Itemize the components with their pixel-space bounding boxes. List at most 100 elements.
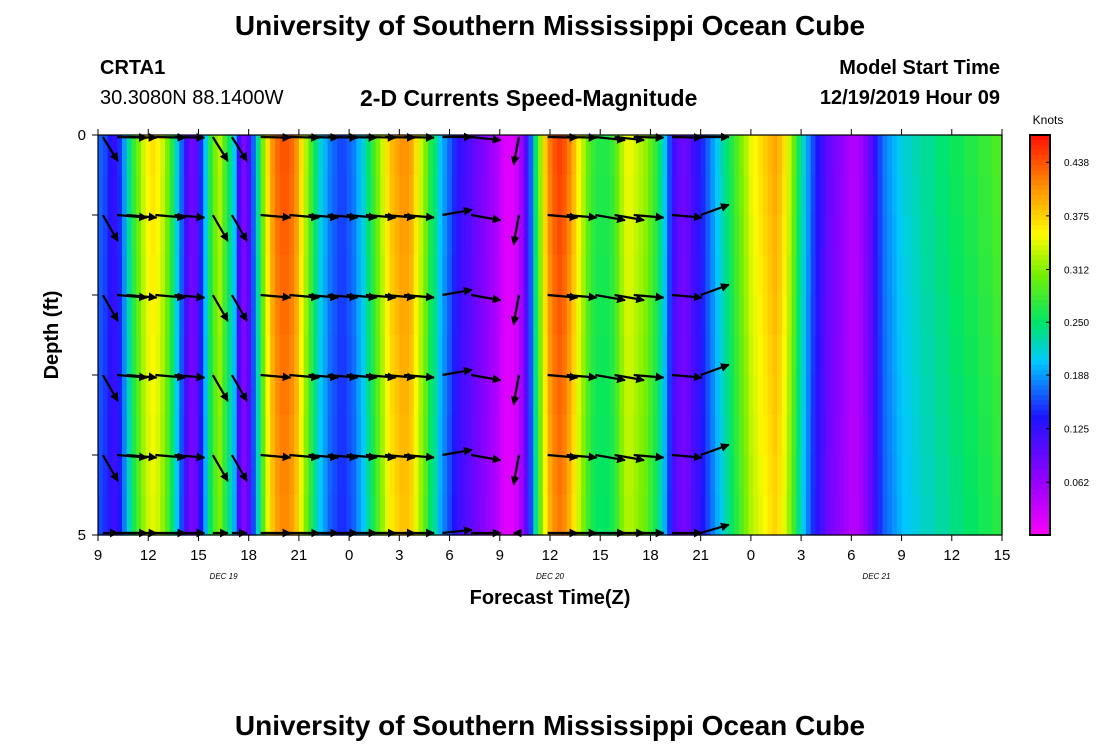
heat-cell [451, 415, 458, 456]
heat-cell [408, 295, 415, 336]
heat-cell [294, 415, 300, 456]
heat-cell [131, 335, 137, 376]
heat-cell [853, 455, 860, 496]
colorbar-swatch [1030, 185, 1050, 191]
heat-cell [404, 455, 410, 496]
heat-cell [825, 415, 831, 456]
heat-cell [681, 215, 687, 256]
heat-cell [748, 135, 754, 176]
heat-cell [992, 375, 998, 416]
heat-cell [992, 215, 998, 256]
colorbar-swatch [1030, 205, 1050, 211]
heat-cell [270, 375, 276, 416]
colorbar-swatch [1030, 250, 1050, 256]
heat-cell [911, 135, 917, 176]
heat-cell [681, 135, 687, 176]
heat-cell [605, 135, 611, 176]
heat-cell [251, 175, 257, 216]
heat-cell [557, 335, 563, 376]
heat-cell [944, 175, 950, 216]
station-id: CRTA1 [100, 57, 166, 79]
heat-cell [638, 295, 644, 336]
heat-cell [810, 295, 817, 336]
heat-cell [915, 135, 922, 176]
heat-cell [561, 135, 568, 176]
heat-cell [466, 215, 472, 256]
heat-cell [538, 495, 544, 536]
heat-cell [748, 495, 754, 536]
heat-cell [188, 415, 195, 456]
current-vector-arrow [442, 526, 473, 536]
heat-cell [279, 295, 286, 336]
heat-cell [174, 455, 180, 496]
current-vector-arrow [700, 363, 730, 377]
current-vector-arrow [101, 374, 119, 402]
heat-cell [241, 335, 247, 376]
heat-cell [174, 215, 180, 256]
heat-cell [356, 135, 362, 176]
heat-cell [700, 335, 707, 376]
heat-cell [863, 295, 869, 336]
colorbar-swatch [1030, 340, 1050, 346]
heat-cell [801, 215, 807, 256]
heat-cell [308, 455, 314, 496]
heat-cell [777, 375, 783, 416]
heat-cell [791, 175, 797, 216]
current-vector-arrow [671, 452, 703, 462]
heat-cell [442, 295, 448, 336]
heat-cell [523, 455, 530, 496]
heat-cell [939, 335, 946, 376]
heat-cell [839, 295, 845, 336]
heat-cell [968, 375, 974, 416]
heat-cell [671, 215, 678, 256]
heat-cell [255, 175, 262, 216]
heat-cell [681, 335, 687, 376]
colorbar-swatch [1030, 310, 1050, 316]
heat-cell [102, 175, 109, 216]
heat-cell [791, 455, 797, 496]
heat-cell [518, 295, 525, 336]
heat-cell [595, 455, 601, 496]
heat-cell [413, 175, 420, 216]
heat-cell [389, 415, 396, 456]
heat-cell [829, 335, 836, 376]
heat-cell [781, 295, 788, 336]
heat-cell [614, 495, 620, 536]
heat-cell [169, 255, 176, 296]
heat-cell [346, 415, 353, 456]
heat-cell [786, 255, 793, 296]
heat-cell [227, 455, 233, 496]
heat-cell [337, 495, 343, 536]
heat-cell [944, 495, 950, 536]
heat-cell [327, 415, 333, 456]
y-axis: 05 [78, 127, 98, 544]
heat-cell [628, 495, 635, 536]
heat-cell [906, 415, 912, 456]
heat-cell [557, 135, 563, 176]
heat-cell [920, 455, 927, 496]
heat-cell [576, 135, 582, 176]
current-vector-arrow [126, 133, 158, 142]
heat-cell [246, 135, 252, 176]
heat-cell [753, 375, 759, 416]
heat-cell [872, 135, 879, 176]
heat-cell [585, 215, 592, 256]
heat-cell [538, 415, 544, 456]
heat-cell [877, 175, 884, 216]
heat-cell [944, 375, 950, 416]
heat-cell [968, 415, 974, 456]
heat-cell [829, 215, 836, 256]
heat-cell [891, 455, 898, 496]
heat-cell [241, 415, 247, 456]
heat-cell [676, 135, 683, 176]
heat-cell [289, 215, 295, 256]
heat-cell [471, 295, 477, 336]
heat-cell [145, 495, 152, 536]
colorbar-swatch [1030, 215, 1050, 221]
heat-cell [590, 415, 597, 456]
heat-cell [341, 375, 348, 416]
heat-cell [341, 415, 348, 456]
current-vector-arrow [510, 214, 520, 246]
heat-cell [987, 255, 994, 296]
heat-cell [289, 455, 295, 496]
